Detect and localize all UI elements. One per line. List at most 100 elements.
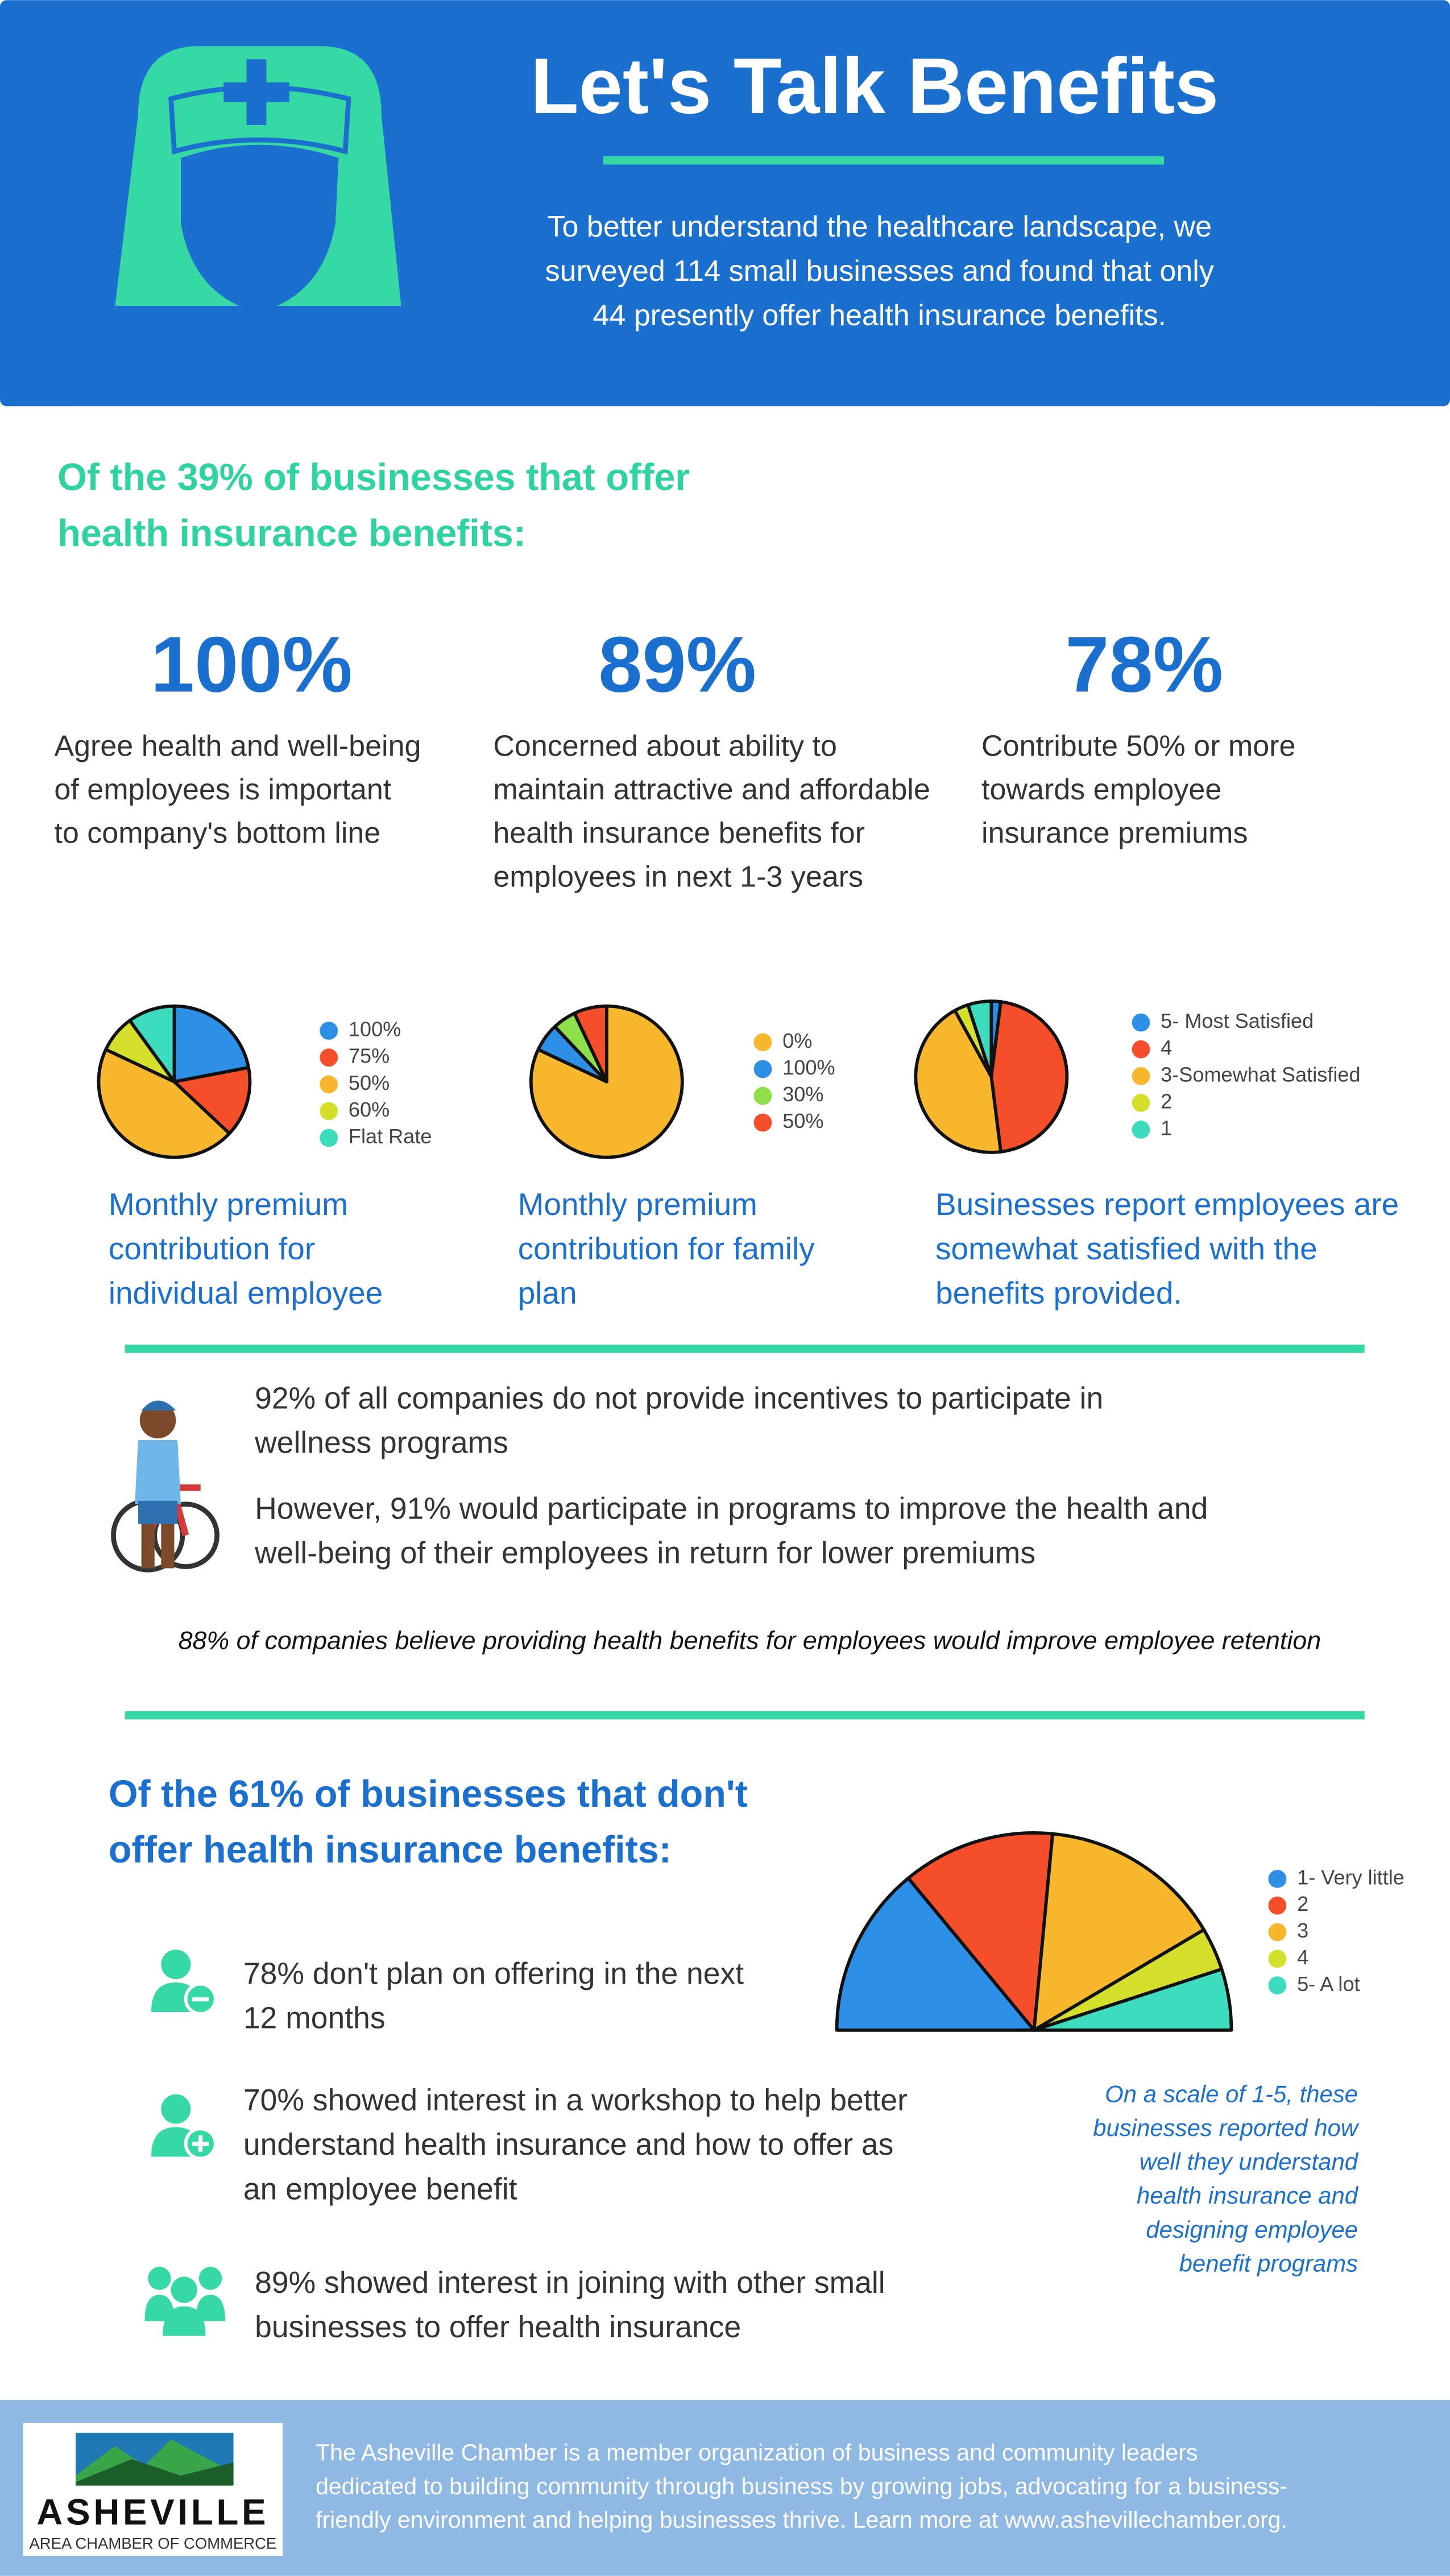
group-icon: [144, 2267, 226, 2336]
legend-swatch: [1268, 1869, 1287, 1888]
wedge: [906, 1831, 1055, 2032]
point-text: 70% showed interest in a workshop to hel…: [243, 2084, 908, 2117]
legend-label: 5- Most Satisfied: [1161, 1009, 1314, 1032]
stat-text: employees in next 1-3 years: [493, 860, 863, 893]
wedge: [835, 1876, 1036, 2032]
point-text: 89% showed interest in joining with othe…: [255, 2266, 885, 2300]
legend-swatch: [1268, 1949, 1287, 1968]
legend-swatch: [320, 1022, 338, 1040]
wedge: [914, 1009, 1002, 1154]
wedge: [1032, 1967, 1233, 2032]
legend-swatch: [1268, 1923, 1287, 1942]
stat-text: Agree health and well-being: [54, 730, 421, 763]
point-text: understand health insurance and how to o…: [243, 2128, 893, 2162]
chart-caption: Businesses report employees are: [935, 1187, 1399, 1222]
chart-caption: contribution for family: [518, 1231, 815, 1266]
wellness-text: well-being of their employees in return …: [254, 1536, 1035, 1570]
divider: [125, 1711, 1365, 1720]
section-heading: Of the 39% of businesses that offer: [57, 457, 690, 499]
chart-caption: plan: [518, 1275, 577, 1310]
person-plus-icon: [151, 2094, 217, 2160]
point-text: businesses to offer health insurance: [255, 2310, 741, 2344]
legend-label: Flat Rate: [349, 1125, 432, 1148]
legend-label: 4: [1297, 1946, 1308, 1969]
intro-line: surveyed 114 small businesses and found …: [545, 255, 1214, 288]
wedge: [989, 1000, 1069, 1154]
chart-caption: benefit programs: [1179, 2250, 1358, 2276]
wellness-text: However, 91% would participate in progra…: [255, 1492, 1208, 1525]
legend-swatch: [1268, 1896, 1287, 1915]
legend-label: 60%: [349, 1098, 390, 1121]
section-heading: offer health insurance benefits:: [109, 1829, 672, 1871]
chart-caption: somewhat satisfied with the: [935, 1231, 1318, 1266]
stat-text: health insurance benefits for: [493, 817, 865, 850]
stat-text: Concerned about ability to: [493, 730, 837, 763]
stat-text: towards employee: [981, 773, 1221, 806]
legend-swatch: [753, 1033, 772, 1052]
chart-caption: Monthly premium: [109, 1187, 348, 1222]
legend-label: 50%: [782, 1109, 823, 1133]
legend-swatch: [753, 1086, 772, 1105]
wedge: [128, 1004, 176, 1084]
wedge: [172, 1065, 252, 1135]
wedge: [966, 999, 993, 1078]
legend-swatch: [753, 1113, 772, 1132]
point-text: 12 months: [243, 2002, 386, 2035]
person-minus-icon: [151, 1949, 217, 2015]
legend-swatch: [1132, 1067, 1150, 1085]
title-underline: [603, 156, 1164, 165]
legend-label: 3: [1297, 1919, 1308, 1942]
legend-swatch: [320, 1129, 338, 1147]
legend-label: 2: [1161, 1090, 1172, 1113]
chart-caption: Monthly premium: [518, 1187, 757, 1222]
stat-figure: 78%: [1065, 621, 1223, 709]
chart-caption: On a scale of 1-5, these: [1105, 2081, 1358, 2108]
legend-swatch: [320, 1048, 338, 1067]
legend-label: 0%: [782, 1029, 812, 1052]
legend-label: 100%: [349, 1018, 401, 1041]
legend-label: 4: [1161, 1036, 1172, 1059]
footer-text: dedicated to building community through …: [316, 2473, 1287, 2499]
retention-note: 88% of companies believe providing healt…: [179, 1626, 1321, 1654]
wellness-text: wellness programs: [254, 1426, 508, 1460]
legend-label: 100%: [782, 1056, 835, 1079]
legend-swatch: [320, 1075, 338, 1094]
wellness-text: 92% of all companies do not provide ince…: [255, 1382, 1103, 1416]
legend-swatch: [1132, 1013, 1150, 1032]
legend-swatch: [1268, 1976, 1287, 1995]
nurse-icon: [115, 46, 401, 313]
legend-swatch: [1132, 1094, 1150, 1112]
stat-text: to company's bottom line: [54, 817, 380, 850]
point-text: 78% don't plan on offering in the next: [243, 1957, 744, 1991]
chart-caption: individual employee: [109, 1275, 383, 1310]
legend-label: 5- A lot: [1297, 1972, 1360, 1996]
title: Let's Talk Benefits: [531, 42, 1219, 130]
footer-text: friendly environment and helping busines…: [316, 2507, 1287, 2533]
chamber-logo: [23, 2422, 283, 2557]
wedge: [172, 1004, 250, 1084]
legend-label: 50%: [349, 1071, 390, 1094]
stat-text: insurance premiums: [981, 817, 1248, 850]
chart-caption: contribution for: [109, 1231, 315, 1266]
legend-swatch: [1132, 1121, 1150, 1139]
legend-swatch: [753, 1060, 772, 1078]
wedge: [97, 1048, 231, 1159]
legend-label: 3-Somewhat Satisfied: [1161, 1063, 1360, 1086]
legend-label: 1- Very little: [1297, 1865, 1405, 1889]
legend-label: 1: [1161, 1117, 1172, 1140]
logo-name: ASHEVILLE: [36, 2492, 269, 2533]
wedge: [1032, 1832, 1206, 2032]
cyclist-icon: [111, 1400, 219, 1573]
intro-line: 44 presently offer health insurance bene…: [593, 299, 1167, 332]
stat-figure: 100%: [151, 621, 353, 709]
logo-sub: AREA CHAMBER OF COMMERCE: [30, 2534, 277, 2552]
legend-swatch: [1132, 1040, 1150, 1059]
chart-caption: designing employee: [1146, 2216, 1358, 2243]
intro-line: To better understand the healthcare land…: [547, 210, 1212, 243]
legend-swatch: [320, 1102, 338, 1121]
point-text: an employee benefit: [243, 2172, 517, 2206]
section-heading: health insurance benefits:: [57, 512, 526, 554]
legend-label: 30%: [782, 1082, 823, 1106]
stat-text: maintain attractive and affordable: [493, 773, 930, 806]
